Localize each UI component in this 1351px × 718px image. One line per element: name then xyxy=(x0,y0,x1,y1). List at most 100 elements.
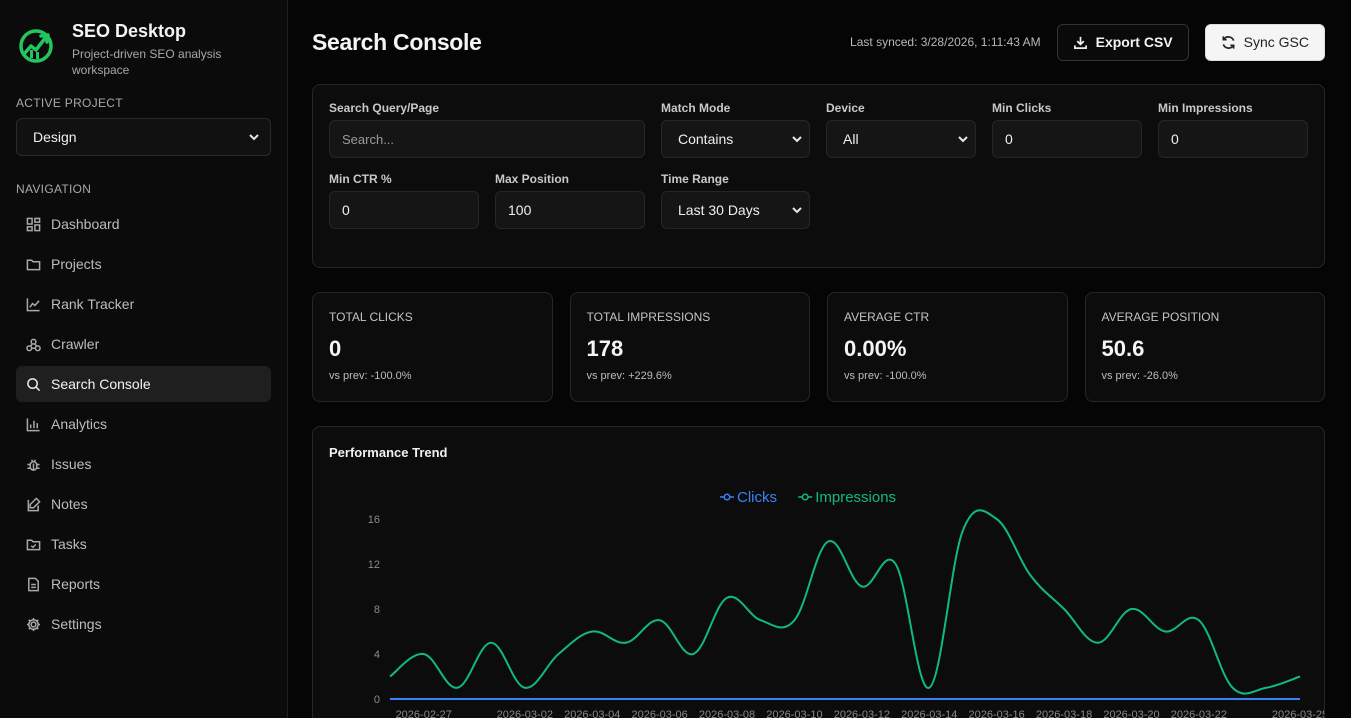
sidebar-item-analytics[interactable]: Analytics xyxy=(16,406,271,442)
sidebar-item-projects[interactable]: Projects xyxy=(16,246,271,282)
sidebar-item-search-console[interactable]: Search Console xyxy=(16,366,271,402)
y-tick-label: 4 xyxy=(374,649,380,661)
bug-icon xyxy=(27,458,40,471)
app-title: SEO Desktop xyxy=(72,21,187,41)
max-position-field: Max Position 100 xyxy=(495,172,645,229)
project-select-value: Design xyxy=(33,129,77,145)
match-mode-field: Match Mode Contains xyxy=(661,101,810,158)
stat-change: vs prev: -26.0% xyxy=(1101,370,1178,382)
y-tick-label: 8 xyxy=(374,604,380,616)
sidebar-item-rank-tracker[interactable]: Rank Tracker xyxy=(16,286,271,322)
stat-label: AVERAGE CTR xyxy=(844,310,930,324)
query-label: Search Query/Page xyxy=(329,101,440,115)
export-csv-label: Export CSV xyxy=(1095,34,1173,50)
sidebar-item-label: Crawler xyxy=(51,336,100,352)
stat-value: 178 xyxy=(586,336,624,361)
chevron-down-icon xyxy=(792,207,802,214)
sidebar-item-label: Tasks xyxy=(51,536,87,552)
x-tick-label: 2026-03-06 xyxy=(631,709,687,718)
time-range-select[interactable]: Last 30 Days xyxy=(661,191,810,229)
x-tick-label: 2026-03-14 xyxy=(901,709,957,718)
chevron-down-icon xyxy=(249,134,259,141)
export-csv-button[interactable]: Export CSV xyxy=(1056,23,1189,61)
sidebar-item-label: Notes xyxy=(51,496,88,512)
match-mode-select[interactable]: Contains xyxy=(661,120,810,158)
legend-marker xyxy=(801,493,809,501)
performance-trend-chart: 0 4 8 12 16 2026-02-27 2026-03-02 2026-03-04 202… xyxy=(368,489,1324,718)
stat-card-average-position: AVERAGE POSITION 50.6 vs prev: -26.0% xyxy=(1084,292,1325,402)
x-tick-label: 2026-03-16 xyxy=(969,709,1025,718)
stat-value: 50.6 xyxy=(1101,336,1145,361)
performance-trend-panel: Performance Trend 0 4 8 12 16 2026-02-27 2026-… xyxy=(312,426,1325,718)
x-tick-label: 2026-03-18 xyxy=(1036,709,1092,718)
min-ctr-label: Min CTR % xyxy=(329,172,392,186)
device-value: All xyxy=(843,131,859,147)
line-chart-icon xyxy=(26,297,40,311)
folder-check-icon xyxy=(26,539,41,550)
x-tick-label: 2026-03-22 xyxy=(1171,709,1227,718)
sidebar-item-settings[interactable]: Settings xyxy=(16,606,271,642)
min-impressions-input[interactable]: 0 xyxy=(1158,120,1308,158)
series-line-impressions xyxy=(389,509,1301,695)
stat-card-average-ctr: AVERAGE CTR 0.00% vs prev: -100.0% xyxy=(827,292,1068,402)
match-mode-label: Match Mode xyxy=(661,101,731,115)
query-field: Search Query/Page Search... xyxy=(329,101,645,158)
navigation-label: NAVIGATION xyxy=(16,182,92,196)
match-mode-value: Contains xyxy=(678,131,734,147)
sidebar-nav: Dashboard Projects Rank Tracker Crawler … xyxy=(16,206,271,642)
page-title: Search Console xyxy=(312,28,482,55)
min-ctr-field: Min CTR % 0 xyxy=(329,172,479,229)
x-tick-label: 2026-03-02 xyxy=(497,709,553,718)
stat-card-total-clicks: TOTAL CLICKS 0 vs prev: -100.0% xyxy=(312,292,553,402)
sidebar-item-label: Reports xyxy=(51,576,101,592)
sidebar-item-label: Dashboard xyxy=(51,216,120,232)
sidebar-item-label: Settings xyxy=(51,616,102,632)
sidebar-item-notes[interactable]: Notes xyxy=(16,486,271,522)
device-label: Device xyxy=(826,101,865,115)
x-tick-label: 2026-03-20 xyxy=(1103,709,1159,718)
max-position-input[interactable]: 100 xyxy=(495,191,645,229)
sidebar-item-dashboard[interactable]: Dashboard xyxy=(16,206,271,242)
min-clicks-label: Min Clicks xyxy=(992,101,1052,115)
min-clicks-input[interactable]: 0 xyxy=(992,120,1142,158)
spider-icon xyxy=(26,338,41,351)
time-range-field: Time Range Last 30 Days xyxy=(661,172,810,229)
filters-panel: Search Query/Page Search... Match Mode C… xyxy=(312,84,1325,268)
x-tick-label: 2026-03-10 xyxy=(766,709,822,718)
stat-change: vs prev: -100.0% xyxy=(329,370,412,382)
sidebar-item-reports[interactable]: Reports xyxy=(16,566,271,602)
sidebar-item-label: Analytics xyxy=(51,416,108,432)
chart-title: Performance Trend xyxy=(329,445,448,460)
device-field: Device All xyxy=(826,101,976,158)
device-select[interactable]: All xyxy=(826,120,976,158)
sidebar-item-crawler[interactable]: Crawler xyxy=(16,326,271,362)
x-tick-label: 2026-03-12 xyxy=(834,709,890,718)
search-input[interactable]: Search... xyxy=(329,120,645,158)
main-content: Search Console Last synced: 3/28/2026, 1… xyxy=(288,0,1351,718)
download-icon xyxy=(1073,36,1087,49)
sync-gsc-button[interactable]: Sync GSC xyxy=(1204,23,1325,61)
stat-change: vs prev: +229.6% xyxy=(586,370,672,382)
sidebar: SEO Desktop Project-driven SEO analysis … xyxy=(0,0,288,718)
sidebar-item-label: Issues xyxy=(51,456,92,472)
gear-icon xyxy=(26,617,41,631)
folder-icon xyxy=(26,259,41,270)
chevron-down-icon xyxy=(958,136,968,143)
chevron-down-icon xyxy=(792,136,802,143)
topbar: Search Console Last synced: 3/28/2026, 1… xyxy=(312,23,1325,61)
max-position-label: Max Position xyxy=(495,172,570,186)
project-select[interactable]: Design xyxy=(16,118,271,156)
logo-icon xyxy=(19,29,53,63)
sidebar-item-tasks[interactable]: Tasks xyxy=(16,526,271,562)
legend-label: Impressions xyxy=(815,489,896,506)
sidebar-item-label: Search Console xyxy=(51,376,151,392)
sidebar-item-issues[interactable]: Issues xyxy=(16,446,271,482)
brand: SEO Desktop Project-driven SEO analysis … xyxy=(16,18,271,78)
app-subtitle: Project-driven SEO analysis workspace xyxy=(72,47,222,77)
stat-card-total-impressions: TOTAL IMPRESSIONS 178 vs prev: +229.6% xyxy=(569,292,810,402)
search-icon xyxy=(27,377,41,391)
x-tick-label: 2026-03-08 xyxy=(699,709,755,718)
min-impressions-label: Min Impressions xyxy=(1158,101,1253,115)
min-ctr-input[interactable]: 0 xyxy=(329,191,479,229)
active-project-label: ACTIVE PROJECT xyxy=(16,96,123,110)
